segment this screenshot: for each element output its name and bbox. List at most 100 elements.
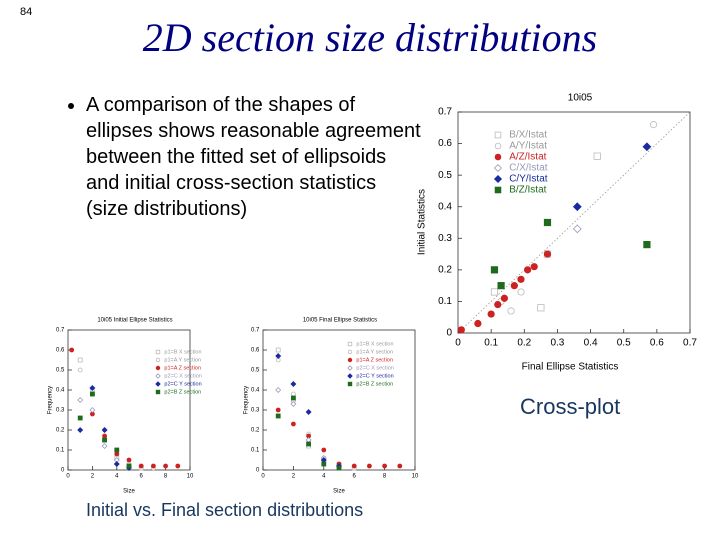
point: [543, 218, 552, 227]
point: [150, 463, 156, 469]
y-tick-label: 0.2: [251, 428, 260, 434]
legend-label: p1=B X section: [164, 349, 201, 355]
legend-marker: [493, 163, 503, 173]
legend-label: p2=B Z section: [164, 389, 201, 395]
y-tick-label: 0.2: [438, 264, 452, 275]
point: [163, 463, 169, 469]
chart-title: 10i05 Initial Ellipse Statistics: [97, 318, 172, 324]
point: [89, 407, 96, 413]
x-tick-label: 0.4: [584, 338, 598, 349]
legend-marker: [493, 174, 503, 184]
point: [382, 463, 388, 469]
y-tick-label: 0.6: [251, 348, 260, 354]
point: [457, 326, 465, 334]
legend-marker: [155, 389, 161, 395]
legend-marker: [155, 381, 161, 387]
y-tick-label: 0: [256, 468, 260, 474]
point: [126, 463, 132, 469]
legend-marker: [155, 365, 161, 371]
point: [290, 381, 297, 387]
point: [306, 441, 312, 447]
y-axis-label: Frequency: [244, 386, 250, 414]
slide-title: 2D section size distributions: [142, 15, 598, 60]
chart-title: 10i05 Final Ellipse Statistics: [303, 318, 377, 324]
point: [517, 288, 525, 296]
y-tick-label: 0.2: [56, 428, 65, 434]
legend-marker: [155, 357, 161, 363]
point: [351, 463, 357, 469]
point: [77, 427, 84, 433]
legend-marker: [494, 142, 502, 150]
legend-marker: [347, 381, 353, 387]
point: [77, 415, 83, 421]
legend-marker: [494, 153, 502, 161]
point: [275, 353, 282, 359]
y-tick-label: 0.1: [56, 448, 65, 454]
legend-label: p1=A Y section: [164, 357, 201, 363]
x-axis-label: Final Ellipse Statistics: [522, 362, 619, 373]
y-tick-label: 0.1: [438, 296, 452, 307]
legend-marker: [155, 373, 161, 379]
caption: Initial vs. Final section distributions: [86, 500, 364, 520]
y-tick-label: 0.7: [56, 328, 65, 334]
x-axis-label: Size: [123, 489, 135, 495]
y-tick-label: 0.1: [251, 448, 260, 454]
point: [305, 409, 312, 415]
point: [572, 202, 582, 212]
point: [537, 304, 545, 312]
legend-label: p1=A Z section: [356, 357, 393, 363]
legend-marker: [494, 131, 502, 139]
diagonal: [457, 111, 691, 334]
y-tick-label: 0.4: [251, 388, 260, 394]
x-tick-label: 6: [140, 474, 144, 480]
point: [69, 347, 75, 353]
point: [490, 266, 499, 274]
y-tick-label: 0.7: [438, 107, 452, 118]
point: [290, 421, 296, 427]
point: [510, 282, 518, 290]
point: [126, 457, 132, 463]
point: [138, 463, 144, 469]
point: [114, 447, 120, 453]
x-tick-label: 6: [353, 474, 357, 480]
y-tick-label: 0.5: [56, 368, 65, 374]
point: [321, 447, 327, 453]
legend-label: p1=A Y section: [356, 349, 393, 355]
legend-marker: [347, 373, 353, 379]
x-tick-label: 10: [412, 474, 419, 480]
point: [474, 319, 482, 328]
point: [102, 437, 107, 443]
point: [113, 461, 120, 467]
point: [523, 266, 532, 274]
point: [290, 391, 296, 397]
x-tick-label: 8: [383, 474, 387, 480]
point: [101, 427, 108, 433]
point: [114, 451, 120, 457]
y-axis-label: Frequency: [48, 386, 54, 414]
x-tick-label: 0: [455, 338, 461, 349]
point: [517, 275, 525, 283]
point: [275, 387, 282, 393]
x-tick-label: 8: [164, 474, 168, 480]
point: [643, 240, 651, 249]
bullet: A comparison of the shapes of ellipses s…: [86, 92, 421, 222]
x-tick-label: 2: [91, 474, 95, 480]
point: [175, 463, 181, 469]
legend-marker: [347, 357, 353, 363]
legend-label: B/Z/Istat: [509, 185, 546, 196]
y-tick-label: 0: [446, 328, 452, 339]
x-tick-label: 4: [115, 474, 119, 480]
point: [275, 407, 281, 413]
x-tick-label: 0.1: [484, 338, 498, 349]
point: [500, 294, 508, 302]
x-tick-label: 0.6: [650, 338, 664, 349]
point: [290, 401, 297, 407]
point: [89, 385, 96, 391]
y-tick-label: 0.5: [251, 368, 260, 374]
point: [490, 288, 499, 296]
legend-label: A/Y/Istat: [509, 141, 547, 152]
legend-label: C/Y/Istat: [509, 174, 548, 185]
point: [77, 367, 83, 373]
legend-marker: [347, 341, 353, 347]
